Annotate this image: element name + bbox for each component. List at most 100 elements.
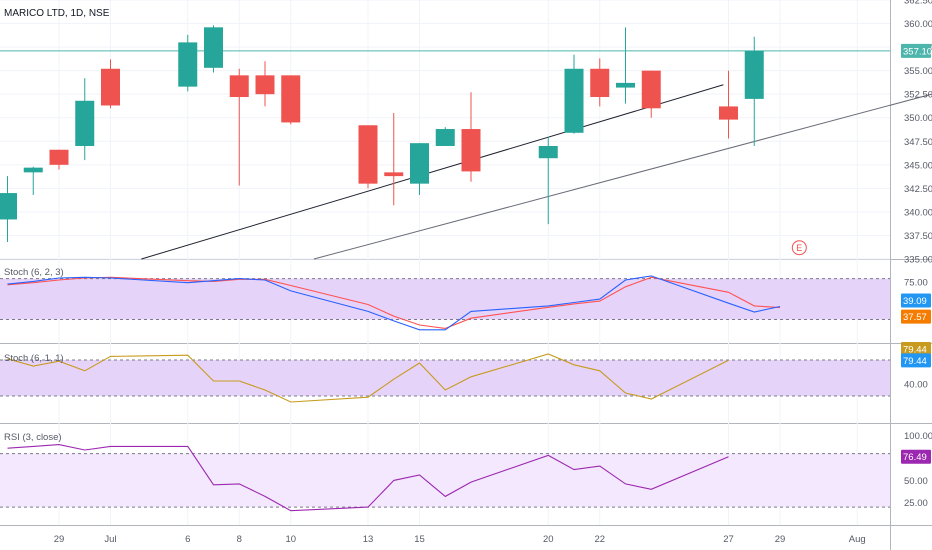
candle[interactable] xyxy=(384,113,404,206)
stoch1-k-badge xyxy=(901,293,931,308)
candle[interactable] xyxy=(744,36,764,146)
indicator-lines[interactable] xyxy=(7,275,781,512)
time-tick-label: 13 xyxy=(363,534,374,545)
candle[interactable] xyxy=(590,58,610,107)
time-tick-label: 20 xyxy=(543,534,554,545)
stoch2-top-badge-text: 79.44 xyxy=(903,345,927,356)
candle-body xyxy=(49,149,69,165)
candle-body xyxy=(101,68,120,106)
candle[interactable] xyxy=(410,143,429,195)
candle[interactable] xyxy=(461,92,481,182)
candle[interactable] xyxy=(101,59,120,109)
candle[interactable] xyxy=(616,27,635,104)
chart-title: MARICO LTD, 1D, NSE xyxy=(4,8,110,19)
candle-body xyxy=(744,50,764,99)
stoch1-label[interactable]: Stoch (6, 2, 3) xyxy=(4,267,64,278)
last-price-badge xyxy=(901,43,931,58)
candle[interactable] xyxy=(0,176,17,243)
stoch2-top-badge xyxy=(901,342,931,356)
time-tick-label: 22 xyxy=(594,534,605,545)
candle-body xyxy=(23,167,43,173)
stoch2-line[interactable] xyxy=(7,353,729,403)
candle[interactable] xyxy=(23,166,43,195)
price-tick-label: 342.50 xyxy=(904,184,932,195)
earnings-event-label: E xyxy=(796,243,802,253)
trendlines[interactable]: E xyxy=(0,50,932,260)
time-tick-label: Aug xyxy=(849,534,866,545)
candle[interactable] xyxy=(281,75,301,125)
time-tick-label: 10 xyxy=(285,534,296,545)
price-tick-label: 337.50 xyxy=(904,231,932,242)
candle[interactable] xyxy=(435,127,455,146)
price-tick-label: 350.00 xyxy=(904,113,932,124)
stoch2-label[interactable]: Stoch (6, 1, 1) xyxy=(4,353,64,364)
candle[interactable] xyxy=(204,25,223,73)
price-tick-label: 340.00 xyxy=(904,207,932,218)
price-tick-label: 352.50 xyxy=(904,90,932,101)
candle-body xyxy=(641,70,661,109)
price-tick-label: 355.00 xyxy=(904,66,932,77)
rsi-line[interactable] xyxy=(7,444,729,512)
price-axis[interactable]: 362.50360.00357.50355.00352.50350.00347.… xyxy=(904,0,932,509)
candle-body xyxy=(461,129,481,172)
candle[interactable] xyxy=(178,34,198,92)
time-tick-label: 8 xyxy=(237,534,242,545)
candle[interactable] xyxy=(641,70,661,118)
candle-body xyxy=(590,68,610,98)
candle[interactable] xyxy=(49,149,69,170)
price-tick-label: 360.00 xyxy=(904,19,932,30)
candle-body xyxy=(564,68,584,133)
candle[interactable] xyxy=(358,125,378,189)
stoch2-value-badge xyxy=(901,353,931,368)
price-tick-label: 345.00 xyxy=(904,160,932,171)
candle[interactable] xyxy=(229,68,249,186)
trendline[interactable] xyxy=(313,66,932,260)
candle-body xyxy=(75,100,95,146)
candle-body xyxy=(0,193,17,220)
stoch1-band xyxy=(0,278,890,320)
price-tick-label: 362.50 xyxy=(904,0,932,7)
time-tick-label: 15 xyxy=(414,534,425,545)
rsi-band xyxy=(0,453,890,508)
candle-body xyxy=(255,75,275,95)
candle-body xyxy=(178,42,198,87)
candle-body xyxy=(410,143,429,184)
time-tick-label: 27 xyxy=(723,534,734,545)
price-tick-label: 335.00 xyxy=(904,255,932,266)
price-tick-label: 347.50 xyxy=(904,137,932,148)
stoch1-d-badge-text: 37.57 xyxy=(903,312,927,323)
trendline[interactable] xyxy=(141,84,724,260)
rsi-label[interactable]: RSI (3, close) xyxy=(4,432,62,443)
last-price-badge-text: 357.10 xyxy=(903,46,932,57)
candle-body xyxy=(616,82,635,88)
rsi-tick-label: 100.00 xyxy=(904,431,932,442)
candle[interactable] xyxy=(564,54,584,134)
candle[interactable] xyxy=(75,78,95,161)
candle[interactable] xyxy=(719,70,738,139)
stoch1-k-badge-text: 39.09 xyxy=(903,296,927,307)
rsi-tick-label: 25.00 xyxy=(904,498,928,509)
candle-body xyxy=(229,75,249,98)
candle-body xyxy=(435,129,455,146)
rsi-value-badge-text: 76.49 xyxy=(903,452,927,463)
time-tick-label: 29 xyxy=(775,534,786,545)
candle-body xyxy=(204,27,223,68)
candle[interactable] xyxy=(538,136,558,225)
stoch1-tick-label: 75.00 xyxy=(904,278,928,289)
rsi-value-badge xyxy=(901,449,931,464)
time-tick-label: 6 xyxy=(185,534,190,545)
earnings-event-marker[interactable] xyxy=(791,240,807,256)
time-tick-label: 29 xyxy=(54,534,65,545)
candle[interactable] xyxy=(255,61,275,107)
candle-body xyxy=(538,145,558,159)
rsi-tick-label: 50.00 xyxy=(904,476,928,487)
stoch1-k-line[interactable] xyxy=(7,275,781,331)
candle-body xyxy=(281,75,301,123)
time-axis[interactable]: 29Jul6810131520222729Aug51012 xyxy=(54,534,932,545)
stoch2-band xyxy=(0,360,890,396)
candlestick-series[interactable] xyxy=(0,25,764,243)
candle-body xyxy=(358,125,378,184)
candle-body xyxy=(719,106,738,120)
